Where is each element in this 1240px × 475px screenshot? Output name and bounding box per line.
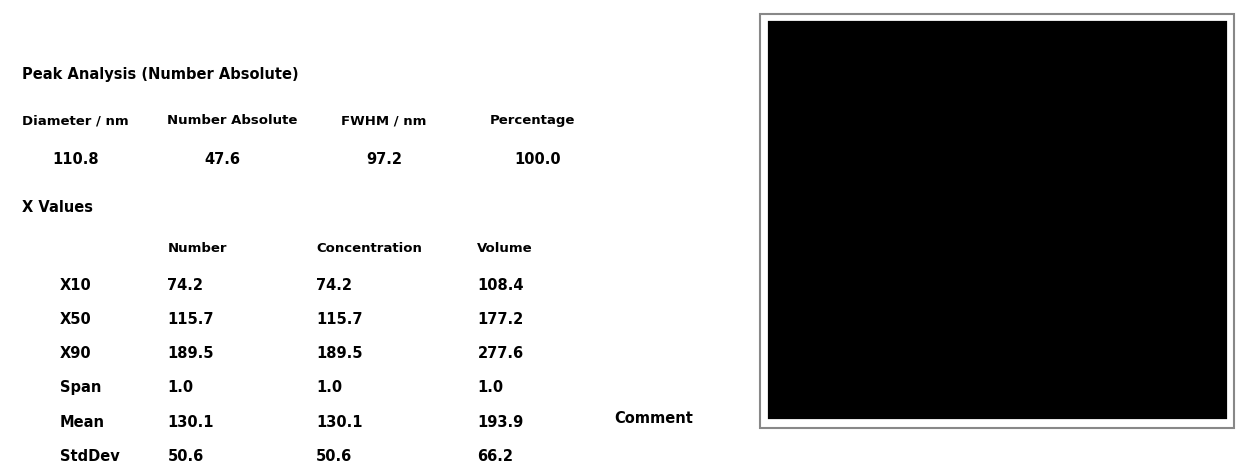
Text: 97.2: 97.2 bbox=[366, 152, 402, 167]
Text: 177.2: 177.2 bbox=[477, 312, 523, 327]
Text: 100.0: 100.0 bbox=[515, 152, 562, 167]
Text: StdDev: StdDev bbox=[60, 449, 119, 464]
Text: X50: X50 bbox=[60, 312, 92, 327]
Bar bbox=[766, 19, 1228, 420]
Text: Comment: Comment bbox=[614, 411, 693, 426]
Text: X10: X10 bbox=[60, 278, 92, 293]
Text: 189.5: 189.5 bbox=[316, 346, 362, 361]
Text: 110.8: 110.8 bbox=[52, 152, 99, 167]
Text: Peak Analysis (Number Absolute): Peak Analysis (Number Absolute) bbox=[22, 66, 299, 82]
Text: 193.9: 193.9 bbox=[477, 415, 523, 430]
Text: 74.2: 74.2 bbox=[167, 278, 203, 293]
Text: 277.6: 277.6 bbox=[477, 346, 523, 361]
Text: 47.6: 47.6 bbox=[205, 152, 241, 167]
Text: 1.0: 1.0 bbox=[316, 380, 342, 396]
Bar bbox=[766, 19, 1228, 420]
Bar bbox=[760, 14, 1234, 428]
Text: 1.0: 1.0 bbox=[477, 380, 503, 396]
Text: Concentration: Concentration bbox=[316, 242, 422, 255]
Text: X Values: X Values bbox=[22, 200, 93, 215]
Text: Number: Number bbox=[167, 242, 227, 255]
Text: 74.2: 74.2 bbox=[316, 278, 352, 293]
Text: Percentage: Percentage bbox=[490, 114, 575, 127]
Text: Span: Span bbox=[60, 380, 100, 396]
Text: 108.4: 108.4 bbox=[477, 278, 525, 293]
Text: 130.1: 130.1 bbox=[316, 415, 362, 430]
Text: 50.6: 50.6 bbox=[167, 449, 203, 464]
Text: Diameter / nm: Diameter / nm bbox=[22, 114, 129, 127]
Text: Number Absolute: Number Absolute bbox=[167, 114, 298, 127]
Text: 115.7: 115.7 bbox=[316, 312, 362, 327]
Text: 66.2: 66.2 bbox=[477, 449, 513, 464]
Text: 1.0: 1.0 bbox=[167, 380, 193, 396]
Text: Mean: Mean bbox=[60, 415, 104, 430]
Text: 130.1: 130.1 bbox=[167, 415, 215, 430]
Text: 189.5: 189.5 bbox=[167, 346, 215, 361]
Text: Volume: Volume bbox=[477, 242, 533, 255]
Text: 50.6: 50.6 bbox=[316, 449, 352, 464]
Text: FWHM / nm: FWHM / nm bbox=[341, 114, 427, 127]
Text: X90: X90 bbox=[60, 346, 92, 361]
Text: 115.7: 115.7 bbox=[167, 312, 215, 327]
